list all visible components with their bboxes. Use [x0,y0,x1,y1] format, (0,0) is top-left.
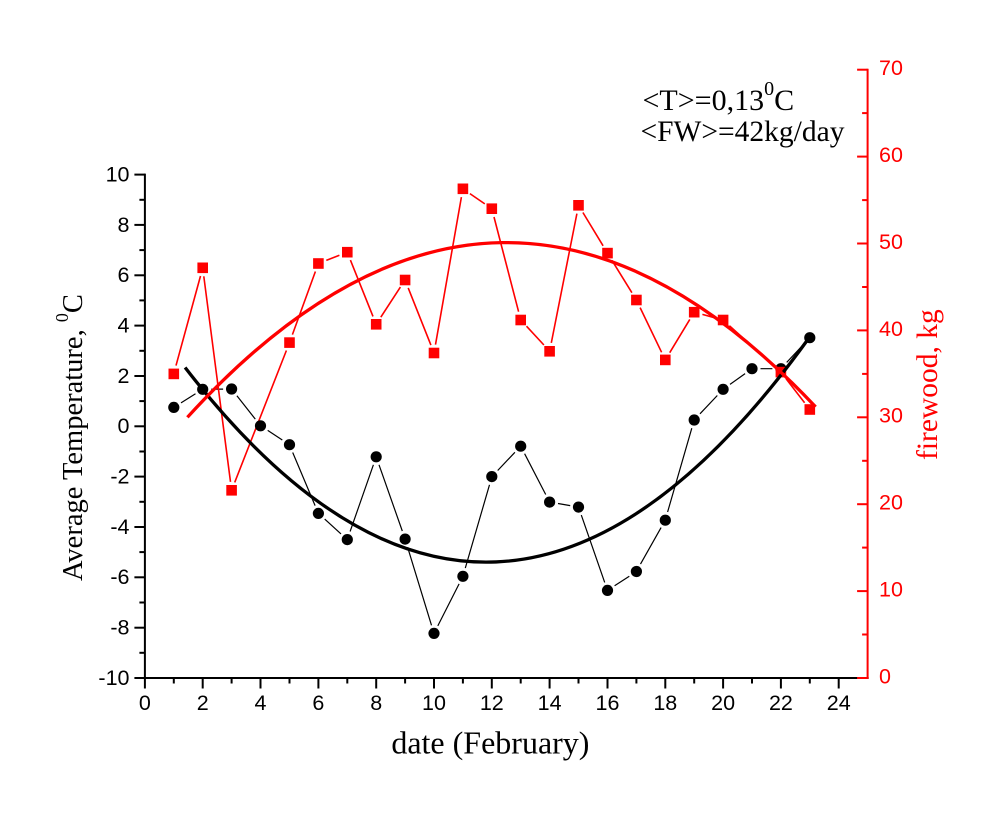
svg-text:10: 10 [422,691,446,715]
svg-text:70: 70 [879,56,903,80]
svg-text:6: 6 [312,691,324,715]
svg-text:Average Temperature, 0C: Average Temperature, 0C [52,294,89,581]
svg-text:50: 50 [879,230,903,254]
svg-text:firewood, kg: firewood, kg [912,309,944,460]
svg-text:-2: -2 [110,465,129,489]
svg-text:0: 0 [879,664,891,688]
svg-text:12: 12 [480,691,504,715]
svg-text:10: 10 [879,578,903,602]
svg-text:40: 40 [879,317,903,341]
svg-text:20: 20 [711,691,735,715]
svg-text:-6: -6 [110,565,129,589]
svg-text:22: 22 [769,691,793,715]
svg-text:8: 8 [370,691,382,715]
svg-text:date (February): date (February) [391,725,589,761]
svg-text:20: 20 [879,491,903,515]
svg-text:30: 30 [879,404,903,428]
svg-text:18: 18 [653,691,677,715]
svg-text:0: 0 [118,414,130,438]
svg-text:-8: -8 [110,616,129,640]
svg-text:24: 24 [827,691,851,715]
svg-text:-4: -4 [110,515,129,539]
svg-text:16: 16 [596,691,620,715]
svg-text:-10: -10 [98,666,129,690]
svg-text:6: 6 [118,263,130,287]
svg-text:10: 10 [106,163,130,187]
svg-text:4: 4 [255,691,267,715]
svg-text:60: 60 [879,143,903,167]
svg-text:<FW>=42kg/day: <FW>=42kg/day [641,116,845,148]
svg-text:2: 2 [118,364,130,388]
svg-text:14: 14 [538,691,562,715]
svg-text:8: 8 [118,213,130,237]
svg-text:2: 2 [197,691,209,715]
svg-text:0: 0 [139,691,151,715]
svg-text:4: 4 [118,314,130,338]
